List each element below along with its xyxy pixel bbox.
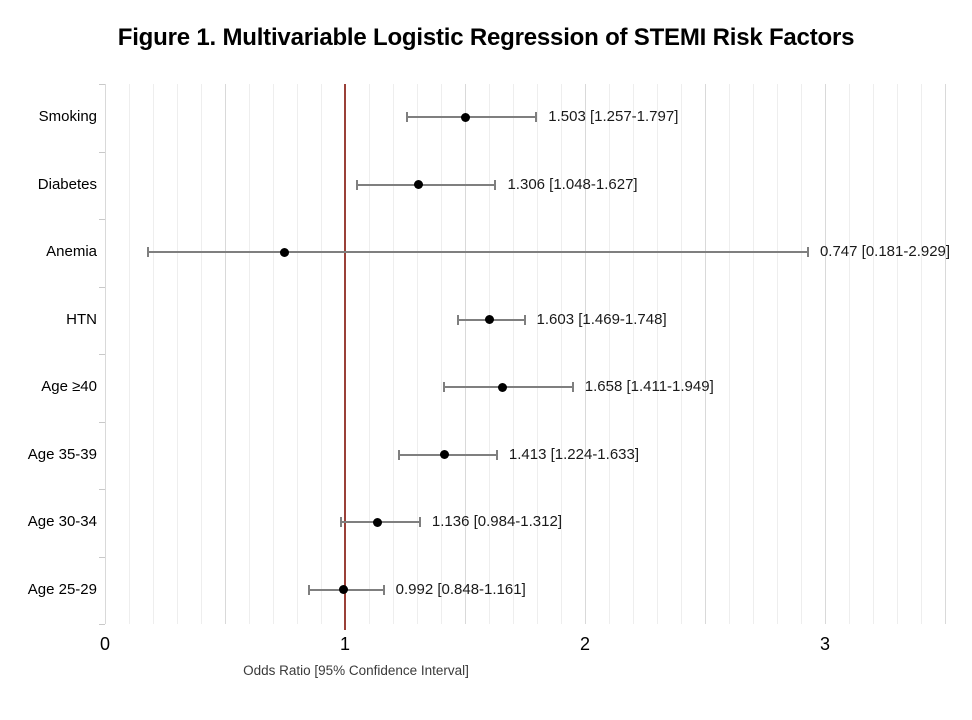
- minor-gridline: [849, 84, 850, 624]
- value-annotation: 0.992 [0.848-1.161]: [395, 580, 526, 598]
- ci-cap-high: [494, 179, 497, 190]
- odds-ratio-marker: [461, 112, 471, 122]
- category-axis-tick: [99, 152, 105, 153]
- odds-ratio-marker: [498, 382, 508, 392]
- major-gridline: [705, 84, 706, 624]
- x-axis-label: Odds Ratio [95% Confidence Interval]: [243, 663, 469, 678]
- value-annotation: 1.413 [1.224-1.633]: [508, 445, 640, 463]
- row-label: Age ≥40: [41, 378, 97, 395]
- minor-gridline: [201, 84, 202, 624]
- minor-gridline: [129, 84, 130, 624]
- row-label: HTN: [66, 310, 97, 328]
- major-gridline: [465, 84, 466, 624]
- minor-gridline: [873, 84, 874, 624]
- row-label: Age 35-39: [27, 445, 97, 463]
- category-axis-tick: [99, 557, 105, 558]
- minor-gridline: [393, 84, 394, 624]
- category-axis-tick: [99, 84, 105, 85]
- minor-gridline: [753, 84, 754, 624]
- major-gridline: [105, 84, 106, 624]
- ci-cap-high: [418, 517, 421, 527]
- minor-gridline: [513, 84, 514, 624]
- ci-error-bar: [148, 251, 808, 253]
- row-label: Age 30-34: [27, 513, 97, 530]
- odds-ratio-marker: [485, 315, 495, 324]
- minor-gridline: [729, 84, 730, 624]
- row-label: Smoking: [38, 108, 97, 125]
- minor-gridline: [369, 84, 370, 624]
- value-annotation: 1.306 [1.048-1.627]: [507, 175, 638, 193]
- category-axis-tick: [99, 354, 105, 355]
- value-annotation: 1.136 [0.984-1.312]: [431, 513, 562, 530]
- ci-cap-high: [806, 247, 809, 257]
- ci-cap-low: [405, 112, 408, 122]
- category-axis-tick: [99, 422, 105, 423]
- minor-gridline: [777, 84, 778, 624]
- ci-cap-low: [456, 314, 459, 325]
- minor-gridline: [609, 84, 610, 624]
- ci-error-bar: [443, 386, 573, 388]
- minor-gridline: [681, 84, 682, 624]
- odds-ratio-marker: [279, 247, 289, 257]
- ci-cap-low: [442, 382, 445, 392]
- value-annotation: 1.658 [1.411-1.949]: [584, 378, 714, 395]
- minor-gridline: [561, 84, 562, 624]
- odds-ratio-marker: [373, 517, 383, 527]
- plot-area: 1.503 [1.257-1.797] 1.306 [1.048-1.627] 0.…: [99, 84, 951, 630]
- ci-cap-high: [382, 584, 385, 595]
- major-gridline: [945, 84, 946, 624]
- reference-line: [344, 84, 346, 630]
- value-annotation: 1.603 [1.469-1.748]: [536, 310, 667, 328]
- minor-gridline: [441, 84, 442, 624]
- minor-gridline: [921, 84, 922, 624]
- ci-cap-low: [355, 179, 358, 190]
- minor-gridline: [297, 84, 298, 624]
- ci-cap-high: [535, 112, 538, 122]
- minor-gridline: [489, 84, 490, 624]
- value-annotation: 1.503 [1.257-1.797]: [548, 108, 679, 125]
- ci-cap-low: [397, 449, 400, 460]
- ci-error-bar: [406, 116, 537, 118]
- ci-error-bar: [356, 183, 496, 186]
- minor-gridline: [633, 84, 634, 624]
- category-axis-tick: [99, 624, 105, 625]
- major-gridline: [225, 84, 226, 624]
- odds-ratio-marker: [338, 585, 348, 594]
- minor-gridline: [897, 84, 898, 624]
- minor-gridline: [177, 84, 178, 624]
- x-tick-label: 0: [99, 634, 110, 654]
- ci-cap-low: [147, 247, 150, 257]
- minor-gridline: [657, 84, 658, 624]
- ci-cap-high: [571, 382, 574, 392]
- minor-gridline: [321, 84, 322, 624]
- row-label: Diabetes: [37, 175, 97, 193]
- minor-gridline: [153, 84, 154, 624]
- minor-gridline: [537, 84, 538, 624]
- figure-title: Figure 1. Multivariable Logistic Regress…: [117, 24, 855, 51]
- major-gridline: [585, 84, 586, 624]
- value-annotation: 0.747 [0.181-2.929]: [819, 243, 951, 260]
- row-label: Anemia: [46, 243, 97, 260]
- odds-ratio-marker: [413, 180, 423, 189]
- odds-ratio-marker: [439, 450, 449, 459]
- minor-gridline: [249, 84, 250, 624]
- row-label: Age 25-29: [27, 580, 97, 598]
- x-tick-label: 1: [339, 634, 350, 654]
- x-tick-label: 3: [819, 634, 830, 654]
- ci-cap-high: [495, 449, 498, 460]
- x-tick-label: 2: [579, 634, 590, 654]
- minor-gridline: [273, 84, 274, 624]
- minor-gridline: [417, 84, 418, 624]
- minor-gridline: [801, 84, 802, 624]
- major-gridline: [825, 84, 826, 624]
- ci-cap-low: [340, 517, 343, 527]
- category-axis-tick: [99, 287, 105, 288]
- ci-cap-low: [307, 584, 310, 595]
- category-axis-tick: [99, 219, 105, 220]
- ci-cap-high: [523, 314, 526, 325]
- category-axis-tick: [99, 489, 105, 490]
